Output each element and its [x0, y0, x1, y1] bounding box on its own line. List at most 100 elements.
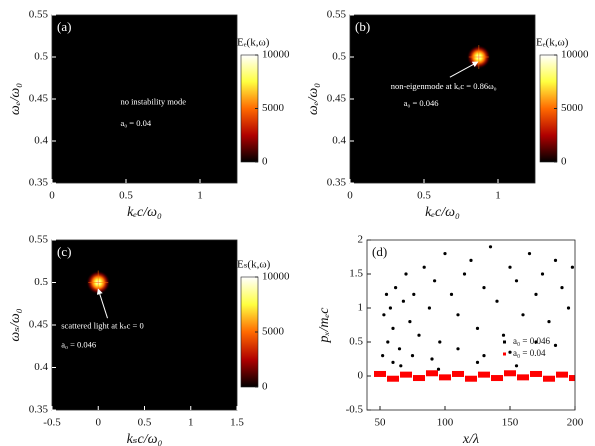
- plot-content: [466, 45, 491, 69]
- scatter-point: [530, 370, 542, 377]
- annotation: non-eigenmode at kₑc = 0.86ω₀: [391, 81, 497, 91]
- scatter-point: [547, 320, 551, 324]
- scatter-point: [534, 292, 538, 296]
- y-tick-label: 2: [358, 234, 364, 246]
- scatter-point: [388, 306, 392, 310]
- x-axis-label: x/λ: [462, 432, 479, 446]
- scatter-point: [482, 286, 486, 290]
- annotation: no instability mode: [120, 96, 186, 106]
- colorbar-tick-label: 10000: [262, 271, 290, 283]
- y-axis-label: ωₑ/ω₀: [8, 83, 23, 115]
- colorbar-tick-label: 10000: [262, 49, 290, 61]
- colorbar-tick-label: 5000: [561, 102, 584, 114]
- scatter-point: [427, 306, 431, 310]
- scatter-point: [413, 375, 425, 382]
- scatter-point: [508, 350, 512, 354]
- scatter-point: [478, 371, 490, 378]
- legend-marker: [503, 340, 506, 344]
- plot-area: [350, 15, 535, 183]
- scatter-point: [514, 364, 519, 368]
- scatter-point: [401, 299, 405, 303]
- scatter-point: [491, 375, 503, 382]
- annotation: a₀ = 0.046: [404, 98, 439, 108]
- scatter-point: [436, 367, 441, 371]
- scatter-point: [540, 272, 545, 276]
- y-tick-label: -0.5: [346, 404, 364, 416]
- scatter-point: [439, 374, 451, 381]
- scatter-point: [408, 320, 412, 324]
- plot-area: [52, 240, 237, 410]
- legend-label: a₀ = 0.04: [513, 348, 546, 358]
- panel-label: (b): [355, 19, 370, 34]
- y-tick-label: 0.35: [327, 177, 347, 189]
- legend-label: a₀ = 0.046: [513, 336, 550, 346]
- scatter-point: [534, 340, 538, 344]
- scatter-point: [433, 279, 437, 283]
- colorbar-label: Eₑ(k,ω): [237, 37, 270, 49]
- y-axis-label: ωₛ/ω₀: [8, 308, 23, 341]
- scatter-point: [556, 371, 568, 378]
- panel: -0.5 0 0.5 1 1.5 0.35 0.4 0.45 0.5 0.55 kₛc/ω₀ ωₛ/ω…: [8, 234, 290, 446]
- scatter-point: [400, 371, 412, 378]
- panel-label: (d): [372, 244, 387, 259]
- scatter-point: [412, 292, 416, 296]
- scatter-point: [456, 347, 460, 351]
- y-tick-label: 0.45: [29, 93, 49, 105]
- x-tick-label: 150: [502, 417, 519, 429]
- annotation: a₀ = 0.04: [120, 118, 151, 128]
- scatter-point: [438, 340, 442, 344]
- x-tick-label: 0: [96, 417, 102, 429]
- annotation: scattered light at kₛc = 0: [61, 321, 143, 331]
- scatter-point: [488, 245, 493, 249]
- panel-label: (a): [57, 19, 71, 34]
- y-tick-label: 0.4: [332, 135, 346, 147]
- scatter-point: [553, 258, 558, 262]
- plot-area: [52, 15, 237, 183]
- x-tick-label: 0: [347, 190, 353, 202]
- x-tick-label: 1: [197, 190, 203, 202]
- scatter-point: [475, 326, 480, 330]
- scatter-point: [495, 299, 499, 303]
- scatter-point: [397, 347, 402, 351]
- y-axis-label: pₓ/mₑc: [317, 307, 332, 344]
- scatter-point: [514, 279, 519, 283]
- scatter-point: [465, 375, 477, 382]
- scatter-point: [475, 360, 480, 364]
- y-tick-label: 0.55: [29, 234, 49, 246]
- scatter-point: [560, 286, 564, 290]
- colorbar-tick-label: 5000: [262, 102, 285, 114]
- scatter-point: [566, 306, 571, 310]
- x-tick-label: 0: [49, 190, 55, 202]
- x-tick-label: 0.5: [138, 417, 152, 429]
- scatter-point: [517, 374, 529, 381]
- scatter-point: [426, 370, 438, 377]
- x-tick-label: 200: [567, 417, 584, 429]
- y-tick-label: 0.5: [34, 276, 48, 288]
- scatter-point: [504, 370, 516, 377]
- colorbar-tick-label: 0: [262, 381, 268, 393]
- scatter-point: [391, 326, 395, 330]
- y-tick-label: 0.4: [34, 135, 48, 147]
- colorbar-label: Eₛ(k,ω): [237, 259, 271, 271]
- scatter-point: [569, 375, 575, 382]
- axes-frame: [366, 239, 576, 411]
- scatter-point: [386, 340, 390, 344]
- x-tick-label: 50: [375, 417, 387, 429]
- scatter-point: [527, 252, 532, 256]
- scatter-point: [521, 313, 525, 317]
- y-axis-label: ωₑ/ω₀: [306, 83, 321, 115]
- colorbar-tick-label: 10000: [561, 49, 589, 61]
- y-tick-label: 1: [358, 302, 364, 314]
- plot-area: [367, 240, 575, 410]
- scatter-point: [570, 265, 575, 269]
- scatter-point: [417, 333, 421, 337]
- scatter-point: [399, 364, 403, 368]
- y-tick-label: 0.55: [29, 9, 49, 21]
- x-tick-label: 0.5: [119, 190, 133, 202]
- colorbar-tick-label: 0: [262, 156, 268, 168]
- colorbar-tick-label: 5000: [262, 326, 285, 338]
- annotation-arrow: [449, 61, 479, 78]
- annotation-arrow: [96, 288, 108, 319]
- panel: 0 0.5 1 0.35 0.4 0.45 0.5 0.55 kₑc/ω₀ ωₑ/ω₀ (a) no …: [8, 9, 290, 221]
- scatter-point: [543, 375, 555, 382]
